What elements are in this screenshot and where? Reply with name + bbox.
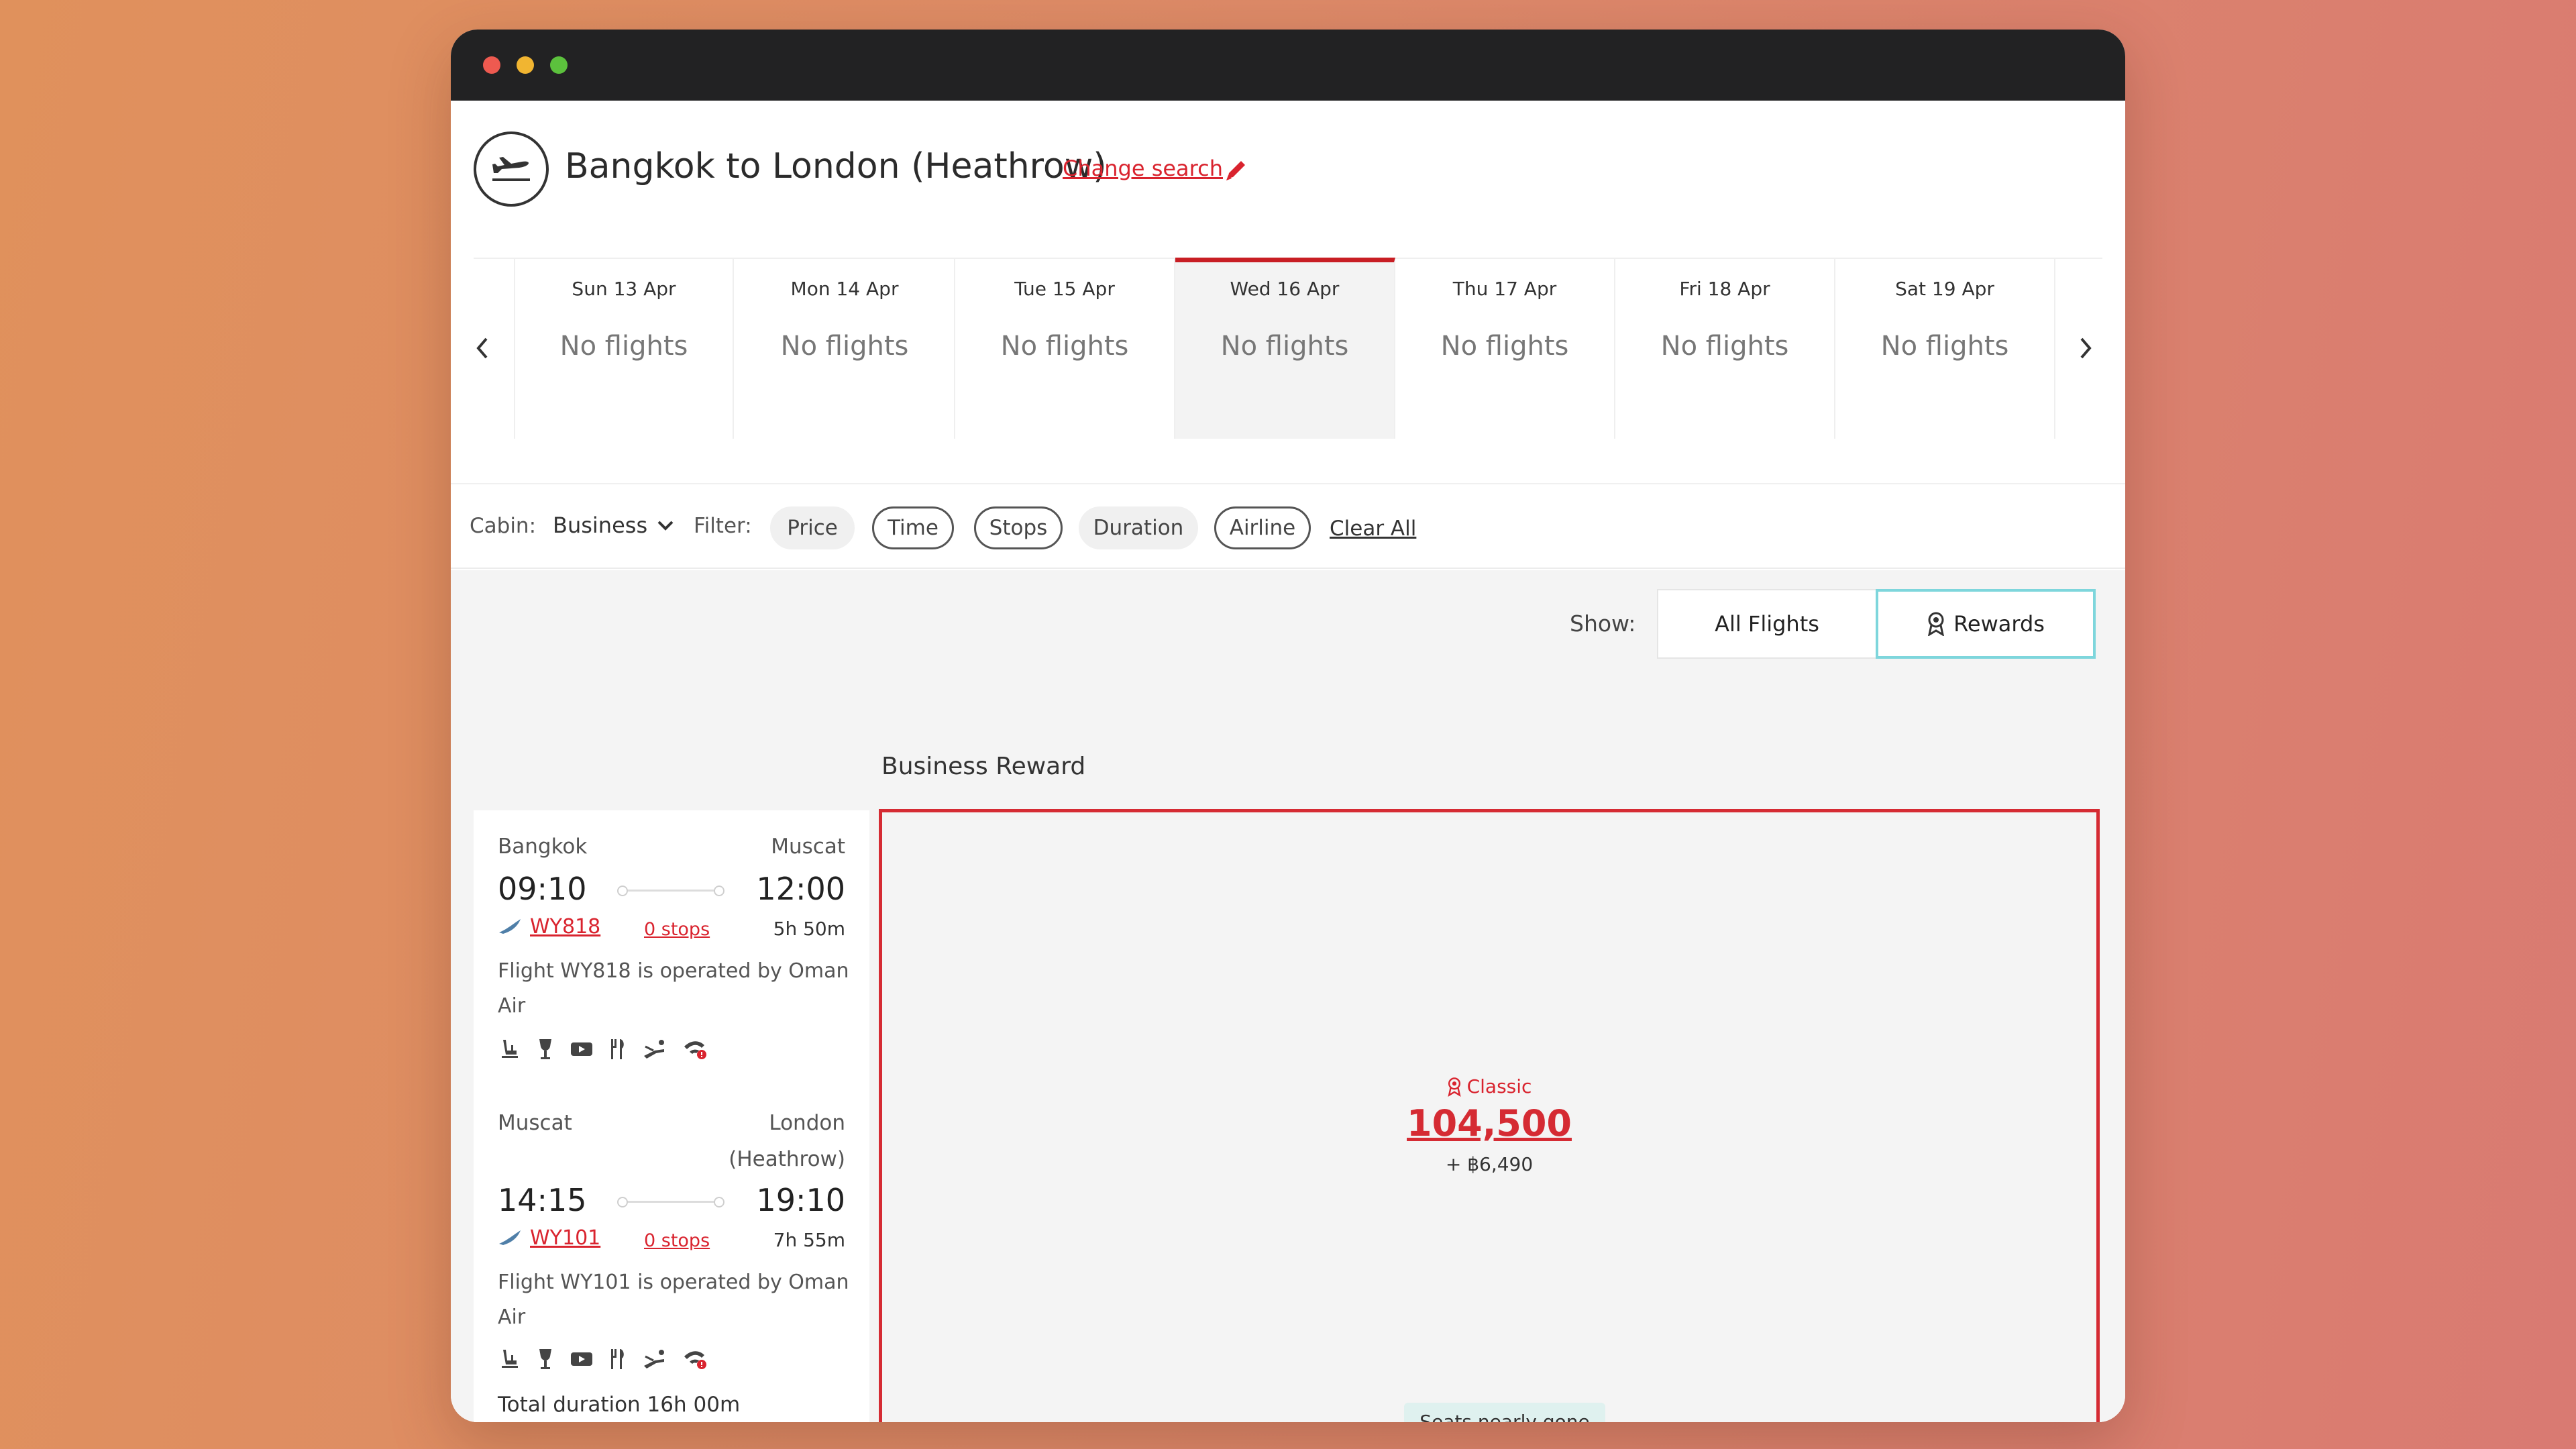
close-window-button[interactable] — [483, 56, 500, 74]
lie-flat-seat-icon — [644, 1040, 664, 1059]
date-tab-sat-19-apr[interactable]: Sat 19 Apr No flights — [1835, 258, 2055, 439]
segment-duration: 5h 50m — [773, 918, 845, 940]
flight-number-link[interactable]: WY101 — [530, 1226, 601, 1250]
date-label: Mon 14 Apr — [790, 278, 899, 300]
date-selector: Sun 13 Apr No flights Mon 14 Apr No flig… — [451, 258, 2125, 439]
award-icon — [1447, 1077, 1461, 1097]
award-icon — [1928, 612, 1945, 636]
departure-time: 14:15 — [498, 1182, 587, 1218]
date-status: No flights — [559, 331, 688, 362]
wifi-icon — [684, 1351, 706, 1369]
route-line — [617, 1197, 724, 1208]
rewards-label: Rewards — [1953, 611, 2045, 637]
departure-time: 09:10 — [498, 871, 587, 907]
date-tab-fri-18-apr[interactable]: Fri 18 Apr No flights — [1615, 258, 1835, 439]
filter-chip-stops[interactable]: Stops — [974, 506, 1063, 549]
date-label: Wed 16 Apr — [1230, 278, 1340, 300]
chevron-right-icon[interactable] — [2069, 328, 2102, 368]
wine-glass-icon — [539, 1349, 551, 1369]
operated-by-text: Flight WY101 is operated by Oman Air — [498, 1271, 849, 1329]
date-tab-thu-17-apr[interactable]: Thu 17 Apr No flights — [1395, 258, 1615, 439]
pencil-icon[interactable] — [1222, 157, 1249, 186]
minimize-window-button[interactable] — [517, 56, 534, 74]
date-status: No flights — [780, 331, 909, 362]
date-tab-mon-14-apr[interactable]: Mon 14 Apr No flights — [735, 258, 955, 439]
business-reward-fare-cell[interactable]: Classic 104,500 + ฿6,490 Seats nearly go… — [879, 809, 2100, 1422]
total-duration: Total duration 16h 00m — [498, 1393, 741, 1417]
classic-tier-label: Classic — [882, 1075, 2096, 1097]
show-toggle: All Flights Rewards — [1657, 589, 2096, 659]
section-title: Business Reward — [881, 753, 1086, 780]
destination-city: London — [769, 1111, 845, 1135]
stops-link[interactable]: 0 stops — [644, 1230, 710, 1251]
rewards-button[interactable]: Rewards — [1876, 589, 2096, 659]
reward-points[interactable]: 104,500 — [1407, 1102, 1572, 1144]
date-tab-wed-16-apr[interactable]: Wed 16 Apr No flights — [1175, 258, 1395, 439]
cabin-select[interactable]: Business — [553, 513, 674, 538]
seat-icon — [502, 1350, 518, 1368]
entertainment-screen-icon — [571, 1352, 592, 1366]
airline-logo-icon — [498, 1229, 522, 1249]
reward-cash-surcharge: + ฿6,490 — [1445, 1153, 1534, 1175]
tier-name: Classic — [1466, 1075, 1532, 1097]
wifi-icon — [684, 1041, 706, 1059]
lie-flat-seat-icon — [644, 1350, 664, 1368]
cabin-value: Business — [553, 513, 648, 538]
filter-bar: Cabin: Business Filter: Price Time Stops… — [451, 483, 2125, 569]
flight-number-link[interactable]: WY818 — [530, 915, 601, 938]
meal-icon — [611, 1039, 624, 1059]
destination-city: Muscat — [771, 835, 845, 859]
destination-airport: (Heathrow) — [729, 1147, 845, 1171]
meal-icon — [611, 1349, 624, 1369]
amenities-row — [498, 1037, 708, 1061]
page-title: Bangkok to London (Heathrow) — [565, 146, 1107, 186]
entertainment-screen-icon — [571, 1042, 592, 1056]
search-header: Bangkok to London (Heathrow) Change sear… — [451, 101, 2125, 255]
date-status: No flights — [1880, 331, 2009, 362]
wine-glass-icon — [539, 1039, 551, 1059]
date-label: Fri 18 Apr — [1679, 278, 1770, 300]
airline-logo-icon — [498, 918, 522, 938]
filter-chip-time[interactable]: Time — [872, 506, 954, 549]
flight-itinerary-card: Bangkok Muscat 09:10 12:00 WY818 0 stops… — [474, 810, 869, 1422]
browser-window: Bangkok to London (Heathrow) Change sear… — [451, 30, 2125, 1422]
chevron-left-icon[interactable] — [466, 328, 499, 368]
plane-departure-icon — [474, 131, 549, 207]
date-label: Thu 17 Apr — [1452, 278, 1557, 300]
operated-by-text: Flight WY818 is operated by Oman Air — [498, 959, 849, 1018]
filter-chip-price[interactable]: Price — [770, 506, 855, 549]
date-status: No flights — [1440, 331, 1569, 362]
segment-duration: 7h 55m — [773, 1229, 845, 1251]
origin-city: Bangkok — [498, 835, 588, 859]
clear-all-link[interactable]: Clear All — [1330, 517, 1417, 541]
seats-nearly-gone-badge: Seats nearly gone — [1404, 1403, 1605, 1422]
seat-icon — [502, 1040, 518, 1058]
date-label: Sat 19 Apr — [1895, 278, 1994, 300]
filter-chip-duration[interactable]: Duration — [1079, 506, 1198, 549]
date-tab-sun-13-apr[interactable]: Sun 13 Apr No flights — [514, 258, 734, 439]
chevron-down-icon — [657, 521, 674, 531]
date-tab-tue-15-apr[interactable]: Tue 15 Apr No flights — [955, 258, 1175, 439]
all-flights-button[interactable]: All Flights — [1657, 589, 1876, 659]
stops-link[interactable]: 0 stops — [644, 919, 710, 940]
date-label: Sun 13 Apr — [572, 278, 676, 300]
date-status: No flights — [1220, 331, 1349, 362]
origin-city: Muscat — [498, 1111, 572, 1135]
change-search-link[interactable]: Change search — [1063, 156, 1223, 181]
route-line — [617, 885, 724, 896]
filter-label: Filter: — [694, 514, 752, 538]
results-area: Show: All Flights Rewards Business Rewar… — [451, 570, 2125, 1422]
show-label: Show: — [1570, 610, 1636, 637]
arrival-time: 12:00 — [756, 871, 845, 907]
maximize-window-button[interactable] — [550, 56, 568, 74]
window-titlebar — [451, 30, 2125, 101]
date-status: No flights — [1660, 331, 1789, 362]
date-label: Tue 15 Apr — [1014, 278, 1115, 300]
date-status: No flights — [1000, 331, 1129, 362]
cabin-label: Cabin: — [470, 514, 537, 538]
arrival-time: 19:10 — [756, 1182, 845, 1218]
filter-chip-airline[interactable]: Airline — [1214, 506, 1311, 549]
amenities-row — [498, 1347, 708, 1371]
